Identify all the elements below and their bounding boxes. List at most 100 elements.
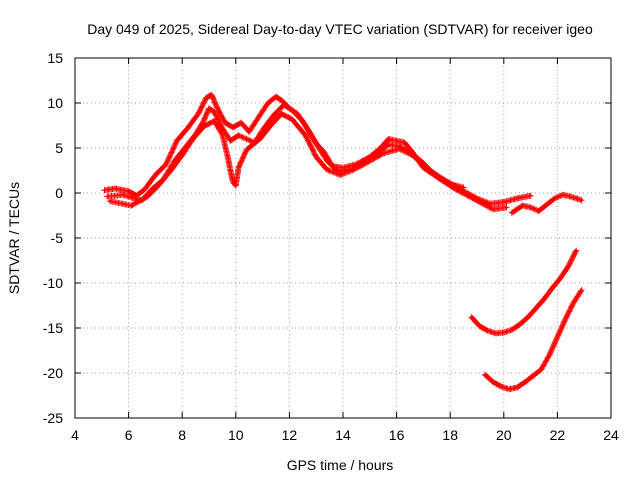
data-point: [561, 193, 564, 196]
data-point: [438, 177, 441, 180]
data-point: [569, 195, 572, 198]
data-point: [365, 161, 369, 164]
data-point: [558, 277, 562, 280]
data-point: [451, 186, 455, 189]
data-point: [237, 166, 240, 169]
y-tick-label: -10: [43, 275, 63, 291]
data-point: [248, 130, 251, 133]
data-point: [143, 188, 146, 191]
data-point: [521, 204, 524, 207]
y-axis-label: SDTVAR / TECUs: [6, 182, 22, 294]
data-point: [130, 204, 133, 207]
data-point: [540, 368, 543, 371]
x-tick-label: 6: [125, 427, 133, 443]
data-point: [280, 99, 283, 102]
data-point: [529, 194, 532, 197]
x-tick-label: 8: [178, 427, 186, 443]
data-point: [181, 154, 184, 157]
data-point: [191, 137, 195, 141]
y-tick-label: 0: [55, 185, 63, 201]
y-tick-label: -20: [43, 365, 63, 381]
y-tick-label: 10: [47, 95, 63, 111]
x-tick-label: 20: [496, 427, 512, 443]
data-point: [545, 203, 548, 206]
data-point: [256, 118, 259, 121]
data-point: [524, 380, 527, 384]
data-point: [280, 112, 283, 116]
series-satellite-late-band: [508, 191, 585, 216]
data-point: [526, 316, 530, 319]
data-point: [309, 133, 313, 136]
data-point: [221, 133, 224, 136]
data-point: [516, 197, 519, 200]
series-satellite-upper-arc: [468, 247, 580, 337]
data-point: [108, 199, 112, 203]
data-point: [231, 181, 235, 184]
data-point: [317, 146, 321, 150]
x-tick-label: 10: [228, 427, 244, 443]
data-point: [237, 134, 240, 137]
series-satellite-lower-arc: [482, 287, 585, 393]
y-tick-label: 15: [47, 50, 63, 66]
data-point: [213, 110, 216, 114]
data-point: [290, 118, 294, 121]
data-point: [156, 184, 160, 187]
data-point: [114, 187, 117, 190]
data-point: [395, 139, 398, 142]
data-point: [580, 289, 583, 292]
x-tick-label: 24: [603, 427, 619, 443]
data-point: [411, 154, 414, 157]
data-point: [462, 186, 465, 189]
data-point: [266, 101, 270, 105]
data-point: [499, 385, 503, 388]
data-point: [282, 103, 286, 107]
data-point: [566, 265, 570, 268]
x-axis-label: GPS time / hours: [287, 457, 394, 473]
data-point: [574, 249, 578, 252]
data-point: [207, 107, 211, 110]
data-point: [325, 159, 329, 162]
x-tick-label: 14: [335, 427, 351, 443]
data-point: [304, 134, 307, 137]
data-point: [491, 208, 495, 211]
data-point: [290, 109, 294, 112]
grid-lines: [75, 58, 611, 418]
data-point: [505, 206, 508, 209]
data-point: [229, 169, 232, 172]
data-point: [516, 386, 519, 389]
data-point: [146, 195, 149, 198]
data-point: [387, 143, 390, 146]
data-point: [154, 173, 157, 177]
y-tick-label: -5: [51, 230, 64, 246]
data-point: [127, 190, 130, 193]
data-point: [580, 199, 583, 202]
data-point: [202, 125, 205, 128]
data-point: [403, 141, 406, 144]
data-point: [424, 166, 428, 169]
data-point: [301, 119, 304, 123]
data-point: [210, 93, 213, 97]
x-tick-label: 18: [442, 427, 458, 443]
data-point: [205, 96, 208, 99]
data-point: [197, 112, 200, 116]
data-point: [486, 329, 489, 332]
data-point: [339, 173, 342, 177]
data-point: [215, 106, 219, 109]
data-point: [537, 209, 540, 213]
data-point: [529, 206, 532, 209]
data-point: [352, 168, 355, 171]
y-tick-label: -15: [43, 320, 63, 336]
data-point: [164, 163, 168, 166]
data-point: [231, 126, 235, 129]
data-point: [534, 307, 538, 310]
data-point: [556, 335, 559, 339]
y-tick-label: 5: [55, 140, 63, 156]
data-point: [132, 197, 136, 200]
data-point: [491, 380, 495, 384]
data-point: [103, 189, 106, 192]
data-point: [229, 139, 232, 142]
data-point: [518, 323, 522, 326]
data-point: [564, 317, 567, 321]
data-point: [261, 128, 264, 132]
